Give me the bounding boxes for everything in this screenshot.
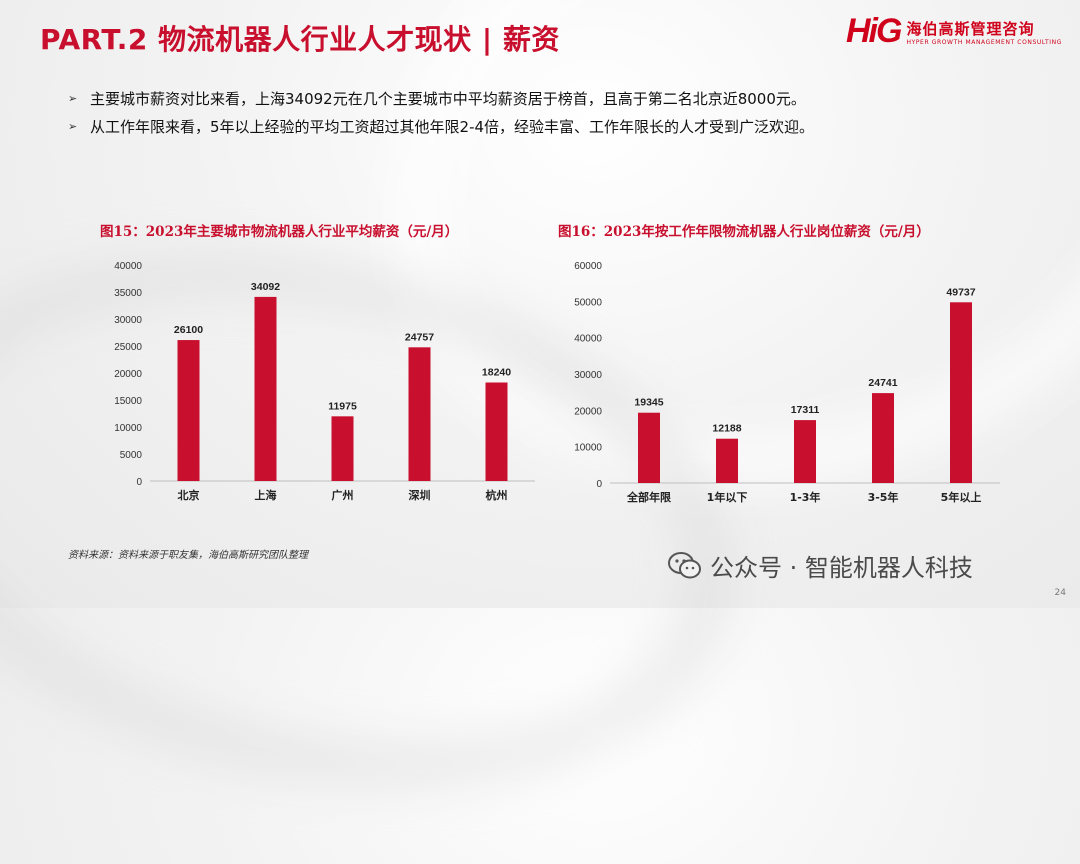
y-tick-label: 10000	[114, 423, 142, 434]
data-label: 18240	[482, 367, 511, 379]
x-tick-label: 1-3年	[790, 490, 821, 504]
city-salary-bar-chart: 0 5000 10000 15000 20000 25000 30000 35000 40000…	[114, 261, 535, 502]
wechat-watermark: 公众号 · 智能机器人科技	[668, 548, 973, 583]
data-label: 11975	[328, 400, 357, 412]
arrow-bullet-icon: ➢	[68, 119, 78, 133]
chart-title-experience-salary: 图16：2023年按工作年限物流机器人行业岗位薪资（元/月）	[558, 224, 930, 240]
data-label: 49737	[946, 286, 975, 298]
source-note: 资料来源：资料来源于职友集，海伯高斯研究团队整理	[68, 550, 308, 561]
bar	[716, 438, 738, 483]
y-tick-label: 5000	[120, 450, 143, 461]
data-label: 17311	[791, 404, 820, 416]
y-tick-label: 25000	[114, 342, 142, 353]
bullet-item: ➢ 从工作年限来看，5年以上经验的平均工资超过其他年限2-4倍，经验丰富、工作年…	[68, 112, 814, 140]
bar	[408, 347, 431, 481]
bullet-text: 主要城市薪资对比来看，上海34092元在几个主要城市中平均薪资居于榜首，且高于第…	[90, 89, 806, 108]
page-number: 24	[1054, 588, 1066, 598]
bullet-list: ➢ 主要城市薪资对比来看，上海34092元在几个主要城市中平均薪资居于榜首，且高…	[68, 84, 814, 140]
y-tick-label: 40000	[114, 261, 142, 272]
x-tick-label: 全部年限	[626, 490, 671, 504]
y-tick-label: 40000	[574, 334, 602, 345]
bar	[177, 340, 200, 481]
x-tick-label: 上海	[255, 488, 277, 502]
page-title: PART.2 物流机器人行业人才现状 | 薪资	[40, 23, 560, 56]
y-tick-label: 20000	[574, 406, 602, 417]
y-tick-label: 0	[596, 479, 602, 490]
bar	[794, 420, 816, 483]
logo-name-en: HYPER GROWTH MANAGEMENT CONSULTING	[906, 38, 1062, 46]
y-tick-label: 10000	[574, 443, 602, 454]
y-tick-label: 30000	[114, 315, 142, 326]
x-tick-label: 广州	[332, 488, 354, 502]
data-label: 34092	[251, 281, 280, 293]
data-label: 19345	[634, 397, 663, 409]
arrow-bullet-icon: ➢	[68, 91, 78, 105]
bullet-item: ➢ 主要城市薪资对比来看，上海34092元在几个主要城市中平均薪资居于榜首，且高…	[68, 84, 814, 112]
y-tick-label: 0	[136, 477, 142, 488]
logo-mark: HiG	[846, 12, 902, 50]
x-tick-label: 杭州	[486, 488, 508, 502]
logo-text: 海伯高斯管理咨询 HYPER GROWTH MANAGEMENT CONSULT…	[906, 18, 1062, 46]
x-tick-label: 3-5年	[868, 490, 899, 504]
bar	[485, 382, 508, 481]
data-label: 24741	[868, 377, 897, 389]
company-logo: HiG 海伯高斯管理咨询 HYPER GROWTH MANAGEMENT CON…	[846, 12, 1062, 51]
experience-salary-bar-chart: 0 10000 20000 30000 40000 50000 60000 19345 全部年限…	[574, 261, 1000, 504]
wechat-icon	[668, 551, 701, 578]
x-tick-label: 1年以下	[707, 490, 748, 504]
logo-name-cn: 海伯高斯管理咨询	[906, 19, 1035, 38]
bar	[872, 393, 894, 483]
y-tick-label: 50000	[574, 297, 602, 308]
y-tick-label: 20000	[114, 369, 142, 380]
x-tick-label: 深圳	[409, 488, 431, 502]
chart-title-city-salary: 图15：2023年主要城市物流机器人行业平均薪资（元/月）	[100, 224, 459, 240]
bar	[950, 302, 972, 483]
bar	[638, 412, 660, 483]
y-tick-label: 30000	[574, 370, 602, 381]
watermark-text: 公众号 · 智能机器人科技	[710, 554, 973, 582]
data-label: 26100	[174, 324, 203, 336]
bar	[331, 416, 354, 481]
bullet-text: 从工作年限来看，5年以上经验的平均工资超过其他年限2-4倍，经验丰富、工作年限长…	[90, 117, 815, 136]
y-tick-label: 15000	[114, 396, 142, 407]
bar	[254, 296, 277, 481]
x-tick-label: 5年以上	[941, 490, 982, 504]
y-tick-label: 35000	[114, 288, 142, 299]
y-tick-label: 60000	[574, 261, 602, 272]
data-label: 12188	[712, 423, 741, 435]
x-tick-label: 北京	[178, 488, 200, 502]
data-label: 24757	[405, 331, 434, 343]
